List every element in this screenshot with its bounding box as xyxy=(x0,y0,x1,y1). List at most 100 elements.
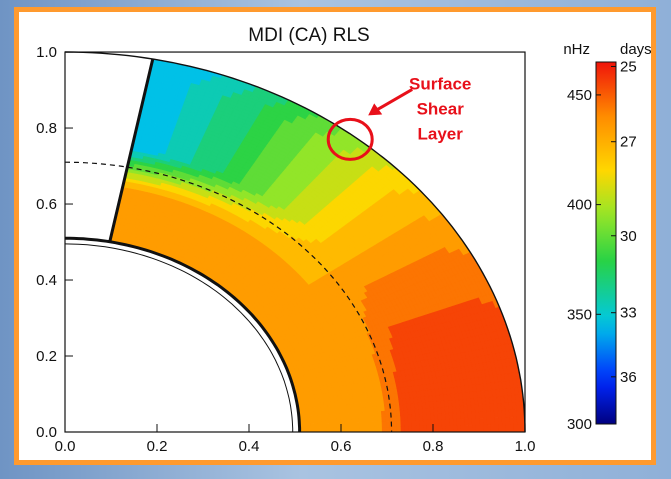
y-tick-label: 0.8 xyxy=(36,120,57,137)
contour-cell xyxy=(358,417,364,423)
y-tick-label: 0.0 xyxy=(36,424,57,441)
contour-cell xyxy=(385,426,391,432)
contour-cell xyxy=(419,420,424,427)
contour-cell xyxy=(302,419,308,425)
contour-cell xyxy=(325,427,330,432)
contour-cell xyxy=(329,422,334,428)
contour-cell xyxy=(468,418,473,426)
contour-cell xyxy=(468,425,473,432)
contour-cell xyxy=(306,427,312,432)
contour-cell xyxy=(404,420,409,427)
contour-cell xyxy=(355,426,361,432)
contour-cell xyxy=(347,417,353,424)
contour-cell xyxy=(314,427,319,432)
contour-cell xyxy=(498,424,503,432)
contour-cell xyxy=(418,414,424,421)
annotation-arrow xyxy=(373,88,413,113)
contour-cell xyxy=(453,418,458,426)
contour-cell xyxy=(393,426,398,432)
contour-cell xyxy=(302,415,308,421)
contour-cell xyxy=(336,422,342,428)
contour-cell xyxy=(306,415,311,421)
contour-cell xyxy=(328,414,334,420)
contour-cell xyxy=(460,418,466,426)
contour-cell xyxy=(426,425,432,432)
contour-cell xyxy=(325,423,330,429)
contour-cell xyxy=(329,427,334,432)
contour-cell xyxy=(336,427,342,432)
contour-cell xyxy=(498,417,503,426)
contour-cell xyxy=(400,420,406,427)
contour-cell xyxy=(389,426,394,432)
contour-cell xyxy=(324,414,330,420)
contour-cell xyxy=(396,426,402,432)
contour-cell xyxy=(340,418,345,424)
contour-cell xyxy=(517,424,522,432)
contour-cell xyxy=(423,425,428,432)
contour-cell xyxy=(321,423,327,429)
contour-cell xyxy=(408,426,413,432)
contour-cell xyxy=(449,425,454,432)
contour-cell xyxy=(471,418,477,426)
contour-cell xyxy=(370,426,376,432)
contour-cell xyxy=(332,418,338,424)
colorbar-right-label: days xyxy=(620,41,651,58)
x-tick-label: 0.0 xyxy=(55,438,76,455)
contour-cell xyxy=(318,427,323,432)
contour-cell xyxy=(422,414,428,421)
contour-cell xyxy=(434,425,439,432)
contour-cell xyxy=(355,422,360,428)
colorbar-nhz-label: 400 xyxy=(567,197,592,214)
contour-cell xyxy=(422,419,428,427)
contour-cell xyxy=(378,426,383,432)
contour-cell xyxy=(501,417,507,426)
contour-cell xyxy=(475,424,481,432)
contour-cell xyxy=(509,424,515,432)
contour-cell xyxy=(333,427,338,432)
contour-cell xyxy=(509,417,514,426)
rotation-contour-chart: MDI (CA) RLS 0.0 0.2 0.4 0.6 0.8 1.0 0.0 0.2 0.4… xyxy=(36,25,651,455)
contour-cell xyxy=(306,423,312,429)
contour-cell xyxy=(392,420,398,427)
contour-cell xyxy=(441,425,447,432)
contour-cell xyxy=(494,417,499,426)
colorbar-days-label: 30 xyxy=(620,228,637,245)
colorbar-nhz-label: 350 xyxy=(567,306,592,323)
contour-cell xyxy=(475,418,481,426)
contour-cell xyxy=(366,416,372,423)
contour-cell xyxy=(457,425,462,432)
contour-cell xyxy=(336,418,342,424)
y-tick-label: 0.6 xyxy=(36,196,57,213)
contour-cell xyxy=(486,417,492,426)
contour-cell xyxy=(370,421,375,428)
x-tick-label: 0.4 xyxy=(239,438,260,455)
contour-cell xyxy=(426,413,432,421)
annotation-label-line: Shear xyxy=(417,99,465,118)
contour-cell xyxy=(335,413,341,420)
contour-cell xyxy=(487,424,492,432)
contour-cell xyxy=(348,427,353,432)
contour-cell xyxy=(310,427,315,432)
contour-cell xyxy=(317,414,323,420)
contour-cell xyxy=(483,424,488,432)
annotation-label-line: Layer xyxy=(418,124,464,143)
contour-cell xyxy=(313,419,319,425)
contour-cell xyxy=(415,425,421,432)
contour-fill-layer xyxy=(109,58,526,432)
contour-cell xyxy=(479,418,484,426)
contour-cell xyxy=(359,421,364,428)
annotation-label-line: Surface xyxy=(409,74,471,93)
contour-cell xyxy=(460,425,466,432)
contour-cell xyxy=(411,414,417,422)
contour-cell xyxy=(472,425,477,432)
contour-cell xyxy=(415,420,421,427)
contour-cell xyxy=(347,422,353,428)
contour-cell xyxy=(351,422,357,428)
contour-cell xyxy=(314,423,319,429)
contour-cell xyxy=(441,413,447,421)
contour-cell xyxy=(303,427,308,432)
contour-cell xyxy=(325,418,330,424)
contour-cell xyxy=(313,415,319,421)
colorbar-gradient xyxy=(595,61,617,425)
contour-cell xyxy=(411,425,417,432)
